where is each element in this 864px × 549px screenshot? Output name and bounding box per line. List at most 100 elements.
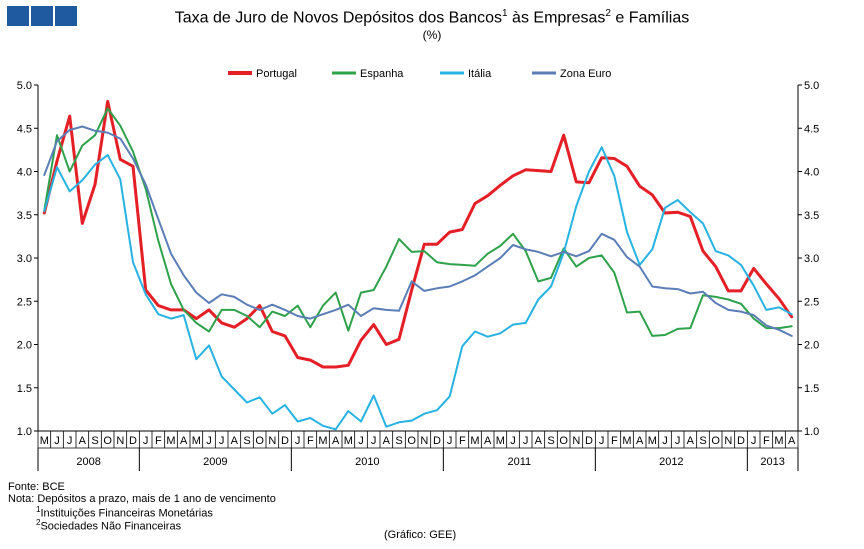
y-tick-label-right: 5.0 <box>804 80 819 92</box>
month-label: A <box>332 435 340 447</box>
month-label: N <box>116 435 124 447</box>
month-label: M <box>470 435 479 447</box>
month-label: J <box>54 435 60 447</box>
month-label: A <box>484 435 492 447</box>
legend-label: Itália <box>468 68 492 80</box>
month-label: N <box>268 435 276 447</box>
chart-title: Taxa de Juro de Novos Depósitos dos Banc… <box>174 8 690 27</box>
month-label: O <box>407 435 416 447</box>
month-label: D <box>129 435 137 447</box>
month-label: D <box>281 435 289 447</box>
note-text: Nota: Depósitos a prazo, mais de 1 ano d… <box>8 493 276 505</box>
series-line-zona-euro <box>43 125 793 337</box>
month-label: D <box>585 435 593 447</box>
y-tick-label-right: 2.0 <box>804 340 819 352</box>
month-label: J <box>599 435 605 447</box>
month-label: J <box>358 435 364 447</box>
year-label: 2011 <box>508 456 532 468</box>
month-label: A <box>687 435 695 447</box>
month-label: J <box>523 435 529 447</box>
month-label: M <box>648 435 657 447</box>
source-note: Fonte: BCE <box>8 481 65 493</box>
year-label: 2010 <box>355 456 379 468</box>
y-tick-label-left: 4.0 <box>17 167 32 179</box>
month-label: S <box>395 435 402 447</box>
month-label: M <box>622 435 631 447</box>
series-line-portugal <box>42 99 794 369</box>
month-label: F <box>459 435 466 447</box>
y-tick-label-left: 3.5 <box>17 210 32 222</box>
month-label: S <box>243 435 250 447</box>
y-tick-label-left: 1.5 <box>17 383 32 395</box>
legend-label: Zona Euro <box>560 68 611 80</box>
month-label: N <box>572 435 580 447</box>
month-label: J <box>295 435 301 447</box>
y-tick-label-right: 1.5 <box>804 383 819 395</box>
month-label: D <box>433 435 441 447</box>
year-label: 2008 <box>76 456 100 468</box>
footnote-2: 2Sociedades Não Financeiras <box>36 518 182 533</box>
month-label: A <box>788 435 796 447</box>
y-tick-label-left: 4.5 <box>17 123 32 135</box>
series-line-espanha <box>43 107 793 337</box>
month-label: M <box>192 435 201 447</box>
footnote-1: 1Instituições Financeiras Monetárias <box>36 505 213 520</box>
month-label: O <box>711 435 720 447</box>
month-label: S <box>699 435 706 447</box>
month-label: M <box>344 435 353 447</box>
month-label: J <box>206 435 212 447</box>
y-tick-label-right: 3.0 <box>804 253 819 265</box>
logo-square-1 <box>7 6 29 26</box>
month-label: F <box>307 435 314 447</box>
month-label: M <box>318 435 327 447</box>
y-tick-label-right: 4.0 <box>804 167 819 179</box>
y-tick-label-right: 4.5 <box>804 123 819 135</box>
month-label: J <box>675 435 681 447</box>
month-label: S <box>91 435 98 447</box>
month-label: J <box>67 435 73 447</box>
month-label: J <box>371 435 377 447</box>
month-label: A <box>79 435 87 447</box>
month-label: M <box>774 435 783 447</box>
month-label: A <box>535 435 543 447</box>
year-label: 2012 <box>659 456 683 468</box>
month-label: A <box>231 435 239 447</box>
month-label: J <box>143 435 149 447</box>
y-tick-label-left: 2.0 <box>17 340 32 352</box>
logo-square-2 <box>31 6 53 26</box>
month-label: A <box>180 435 188 447</box>
month-label: D <box>737 435 745 447</box>
y-tick-label-left: 1.0 <box>17 426 32 438</box>
month-label: O <box>559 435 568 447</box>
logo-square-3 <box>55 6 77 26</box>
series-line-itália <box>43 146 793 431</box>
month-label: F <box>763 435 770 447</box>
month-label: M <box>496 435 505 447</box>
month-label: F <box>155 435 162 447</box>
y-tick-label-right: 3.5 <box>804 210 819 222</box>
month-label: J <box>219 435 225 447</box>
y-tick-label-left: 2.5 <box>17 296 32 308</box>
month-label: J <box>751 435 757 447</box>
chart-subtitle: (%) <box>422 28 442 42</box>
month-label: J <box>447 435 453 447</box>
month-label: M <box>166 435 175 447</box>
year-label: 2013 <box>760 456 784 468</box>
legend-label: Espanha <box>360 68 404 80</box>
month-label: J <box>510 435 516 447</box>
y-tick-label-right: 2.5 <box>804 296 819 308</box>
y-tick-label-left: 3.0 <box>17 253 32 265</box>
month-label: O <box>255 435 264 447</box>
y-tick-label-left: 5.0 <box>17 80 32 92</box>
month-label: N <box>724 435 732 447</box>
month-label: O <box>103 435 112 447</box>
month-label: M <box>40 435 49 447</box>
y-tick-label-right: 1.0 <box>804 426 819 438</box>
month-label: N <box>420 435 428 447</box>
month-label: A <box>636 435 644 447</box>
chart-credit: (Gráfico: GEE) <box>384 529 457 541</box>
month-label: S <box>547 435 554 447</box>
month-label: J <box>662 435 668 447</box>
month-label: F <box>611 435 618 447</box>
